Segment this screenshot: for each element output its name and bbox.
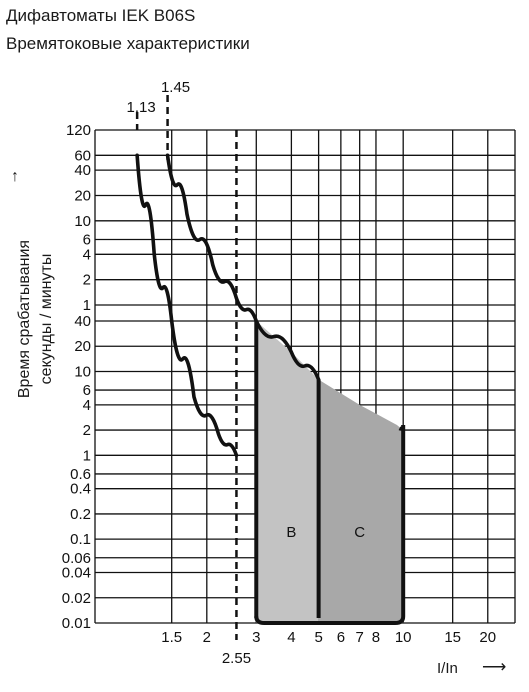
- x-tick-label: 8: [372, 629, 380, 646]
- y-tick-label: 40: [74, 162, 91, 179]
- y-tick-label: 60: [74, 147, 91, 164]
- y-tick-label: 1: [83, 447, 91, 464]
- y-tick-label: 0.6: [70, 466, 91, 483]
- y-axis-arrow: ↑: [11, 168, 19, 185]
- y-tick-label: 2: [83, 422, 91, 439]
- y-tick-label: 4: [83, 246, 91, 263]
- region-label: C: [354, 524, 365, 541]
- x-tick-label: 3: [252, 629, 260, 646]
- y-tick-label: 2: [83, 272, 91, 289]
- y-tick-label: 20: [74, 338, 91, 355]
- y-tick-label: 4: [83, 397, 91, 414]
- y-tick-label: 120: [66, 122, 91, 139]
- x-tick-label: 2: [203, 629, 211, 646]
- y-tick-label: 0.2: [70, 506, 91, 523]
- y-tick-label: 6: [83, 232, 91, 249]
- y-tick-label: 40: [74, 313, 91, 330]
- chart-title: Дифавтоматы IEK B06S: [6, 6, 196, 25]
- reference-line-label: 1.45: [161, 79, 190, 96]
- region-c: [318, 379, 404, 623]
- y-tick-label: 10: [74, 363, 91, 380]
- x-tick-label: 4: [287, 629, 295, 646]
- y-tick-label: 20: [74, 187, 91, 204]
- x-tick-label: 7: [355, 629, 363, 646]
- region-label: B: [286, 524, 296, 541]
- chart-subtitle: Времятоковые характеристики: [6, 34, 250, 53]
- y-tick-label: 0.1: [70, 531, 91, 548]
- region-b: [256, 321, 319, 623]
- x-tick-label: 20: [479, 629, 496, 646]
- x-axis-arrow: ⟶: [482, 657, 507, 676]
- reference-line-label: 1.13: [127, 99, 156, 116]
- y-tick-label: 0.4: [70, 481, 91, 498]
- x-tick-label: 5: [314, 629, 322, 646]
- reference-line-label: 2.55: [222, 650, 251, 667]
- x-tick-label: 15: [444, 629, 461, 646]
- x-tick-label: 6: [337, 629, 345, 646]
- y-tick-label: 10: [74, 213, 91, 230]
- x-axis-label: I/In: [437, 660, 458, 677]
- y-tick-label: 0.04: [62, 565, 91, 582]
- x-tick-label: 1.5: [161, 629, 182, 646]
- y-tick-label: 0.06: [62, 550, 91, 567]
- x-tick-label: 10: [395, 629, 412, 646]
- region-outline: [254, 424, 406, 625]
- y-tick-label: 6: [83, 382, 91, 399]
- y-tick-label: 0.02: [62, 590, 91, 607]
- y-tick-label: 1: [83, 297, 91, 314]
- y-tick-label: 0.01: [62, 615, 91, 632]
- trip-curve-1: [135, 153, 239, 458]
